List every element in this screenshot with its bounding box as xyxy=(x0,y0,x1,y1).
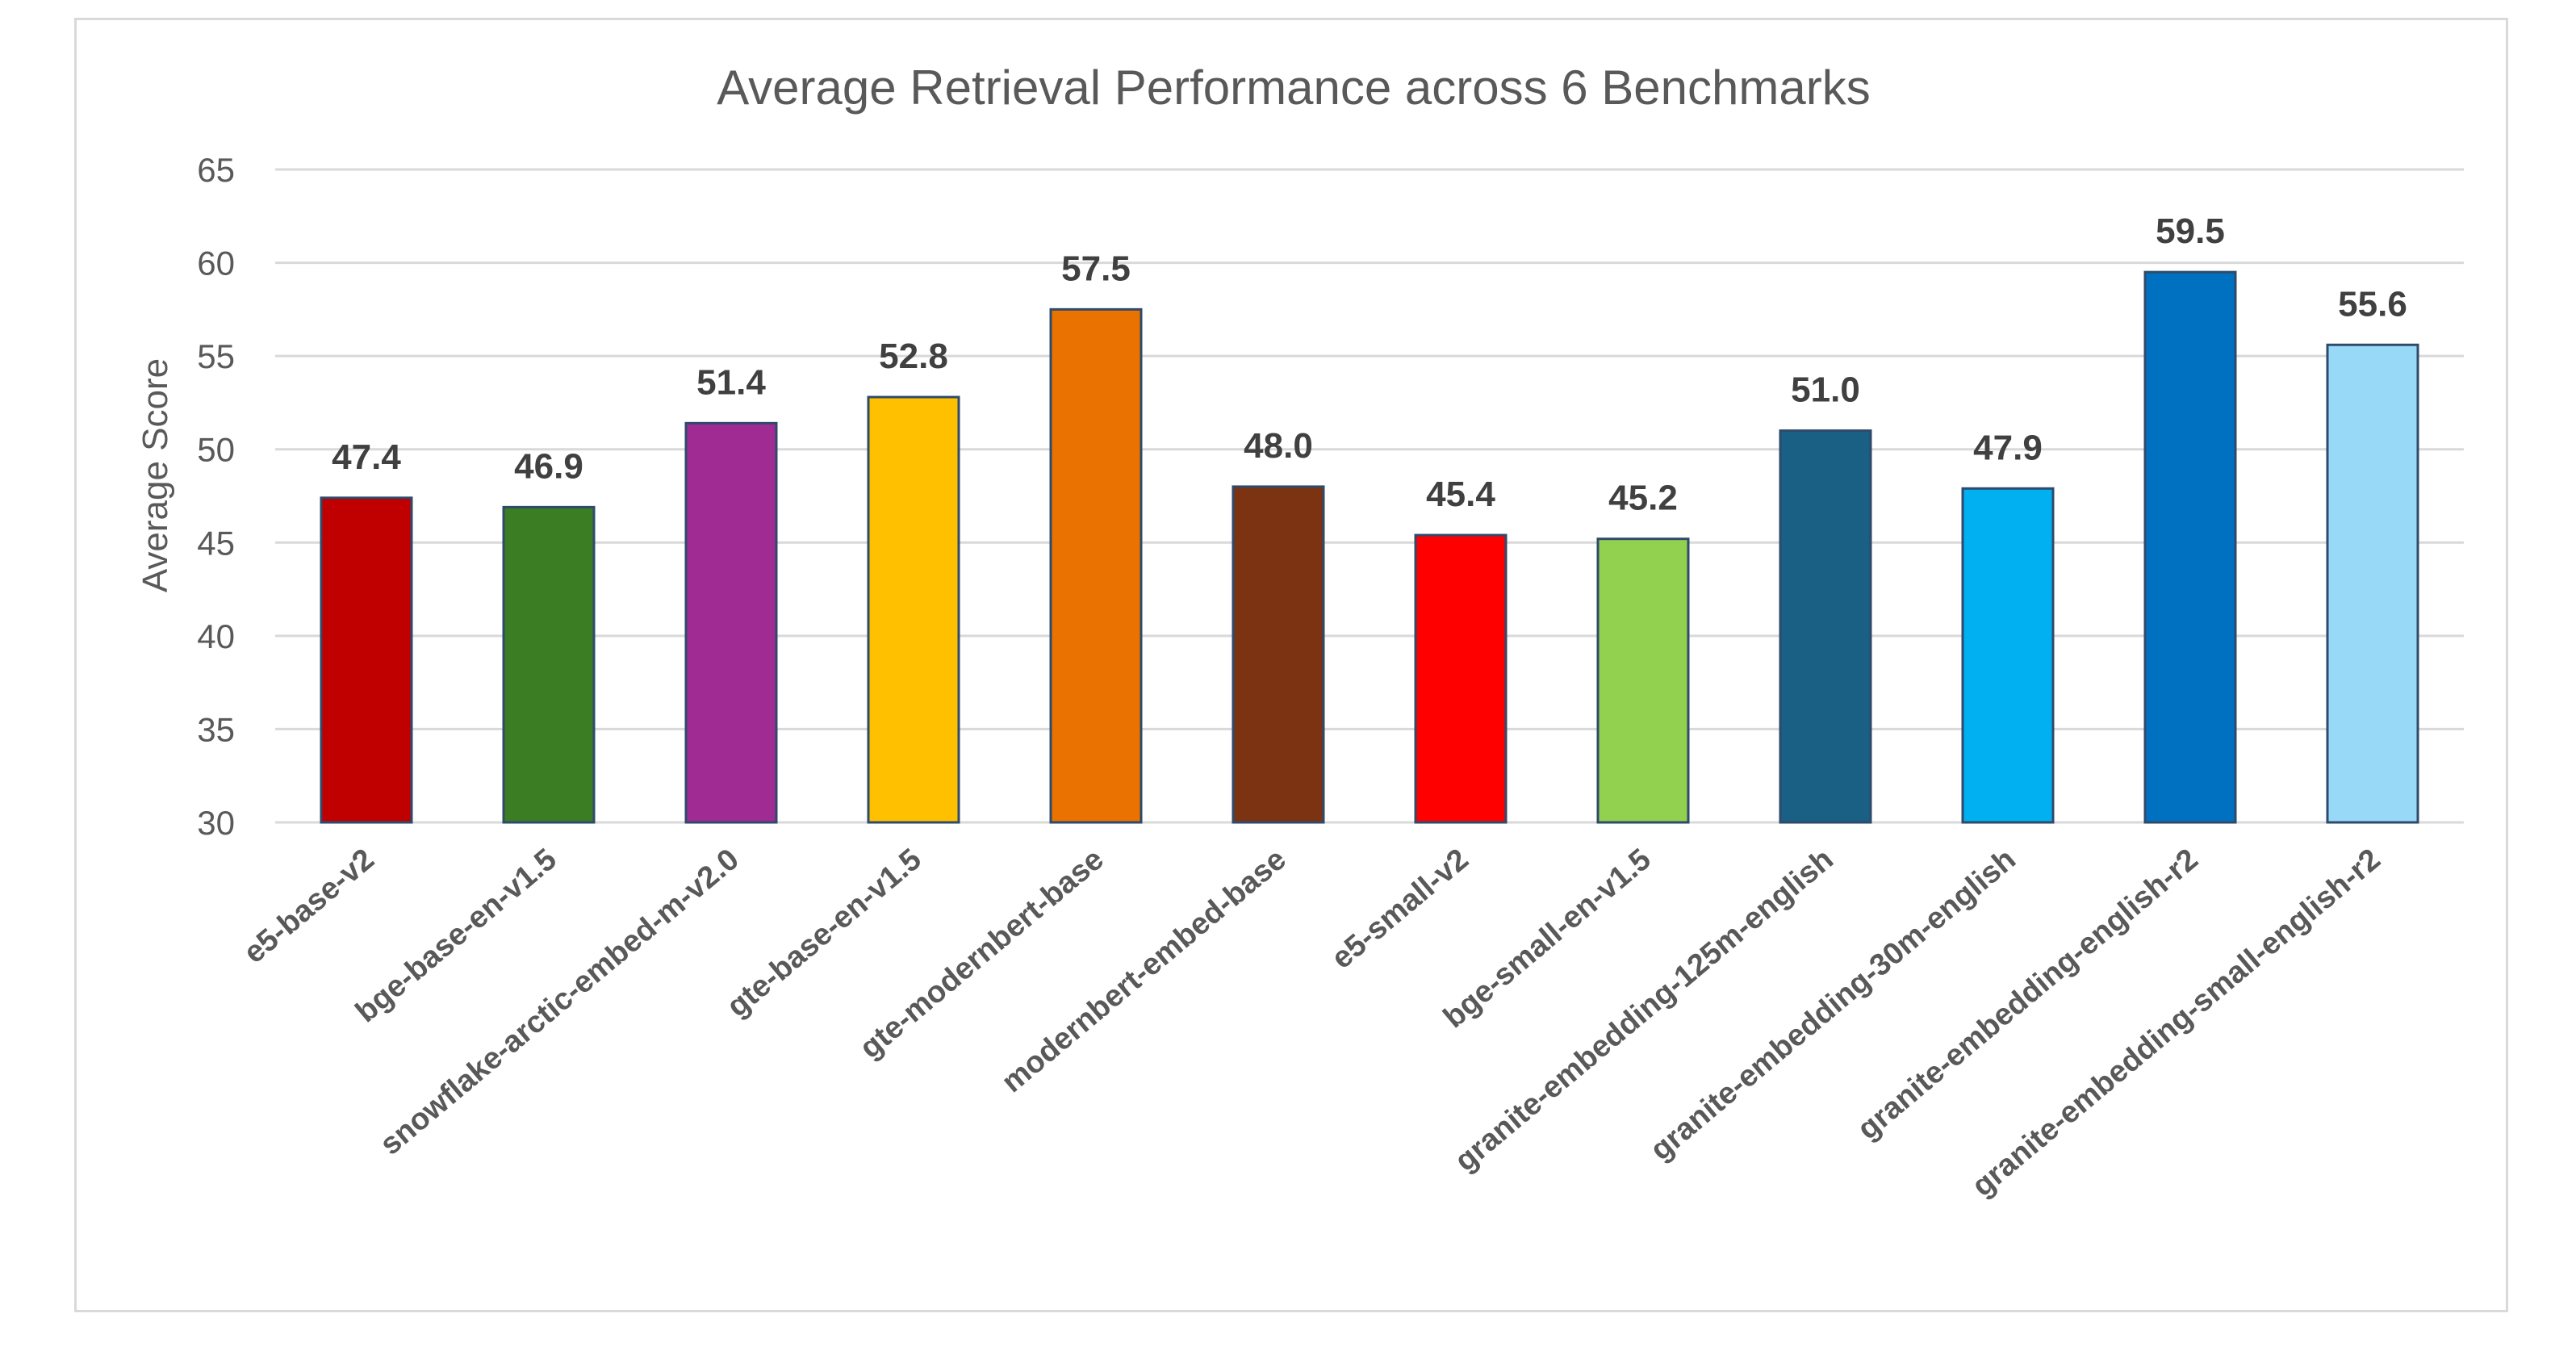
x-axis-ticks: e5-base-v2bge-base-en-v1.5snowflake-arct… xyxy=(237,843,2387,1203)
y-axis-label: Average Score xyxy=(136,358,175,592)
data-label: 51.4 xyxy=(696,362,766,402)
data-label: 46.9 xyxy=(514,446,583,486)
data-label: 57.5 xyxy=(1061,249,1131,288)
y-tick-label: 65 xyxy=(197,151,235,189)
bar-e5-small-v2 xyxy=(1414,533,1508,824)
data-label: 59.5 xyxy=(2156,211,2225,251)
y-tick-label: 45 xyxy=(197,524,235,562)
chart-title: Average Retrieval Performance across 6 B… xyxy=(717,61,1871,115)
chart-frame: Average Retrieval Performance across 6 B… xyxy=(74,18,2508,1312)
x-tick-label: bge-base-en-v1.5 xyxy=(349,843,563,1030)
data-labels: 47.4 46.9 51.4 52.8 57.5 48.0 45.4 45.2 51.0 47.9… xyxy=(332,211,2407,518)
x-tick-label: e5-base-v2 xyxy=(237,843,381,970)
y-tick-label: 40 xyxy=(197,617,235,655)
data-label: 45.2 xyxy=(1608,479,1678,518)
bar-e5-base-v2 xyxy=(320,496,413,824)
bar-granite-embedding-english-r2 xyxy=(2143,270,2237,824)
x-tick-label: granite-embedding-small-english-r2 xyxy=(1966,843,2387,1203)
data-label: 45.4 xyxy=(1426,475,1495,514)
y-axis-ticks: 30 35 40 45 50 55 60 65 xyxy=(197,151,235,842)
x-tick-label: snowflake-arctic-embed-m-v2.0 xyxy=(374,843,746,1162)
bar-modernbert-embed-base xyxy=(1232,485,1325,824)
x-tick-label: granite-embedding-125m-english xyxy=(1449,843,1840,1178)
bar-chart: Average Retrieval Performance across 6 B… xyxy=(136,61,2464,1203)
data-label: 52.8 xyxy=(879,337,948,376)
data-label: 48.0 xyxy=(1244,426,1313,466)
y-tick-label: 55 xyxy=(197,337,235,375)
y-tick-label: 35 xyxy=(197,710,235,748)
y-tick-label: 60 xyxy=(197,245,235,282)
bar-granite-embedding-125m-english xyxy=(1779,429,1872,824)
bar-granite-embedding-30m-english xyxy=(1961,487,2055,824)
data-label: 55.6 xyxy=(2338,284,2407,324)
x-tick-label: granite-embedding-english-r2 xyxy=(1851,843,2205,1147)
bar-granite-embedding-small-english-r2 xyxy=(2326,343,2419,824)
bar-bge-base-en-v1.5 xyxy=(502,505,596,824)
bar-gte-modernbert-base xyxy=(1049,307,1143,824)
data-label: 51.0 xyxy=(1791,370,1860,410)
bar-bge-small-en-v1.5 xyxy=(1596,538,1690,824)
y-tick-label: 30 xyxy=(197,804,235,842)
gridlines xyxy=(275,168,2464,824)
y-tick-label: 50 xyxy=(197,431,235,469)
x-tick-label: granite-embedding-30m-english xyxy=(1644,843,2022,1168)
bar-gte-base-en-v1.5 xyxy=(867,395,960,824)
data-label: 47.9 xyxy=(1973,428,2043,467)
bar-snowflake-arctic-embed-m-v2.0 xyxy=(684,421,778,824)
x-tick-label: modernbert-embed-base xyxy=(995,843,1292,1100)
x-tick-label: e5-small-v2 xyxy=(1325,843,1475,976)
x-tick-label: gte-base-en-v1.5 xyxy=(721,843,928,1024)
bars xyxy=(320,270,2419,824)
data-label: 47.4 xyxy=(332,437,401,477)
